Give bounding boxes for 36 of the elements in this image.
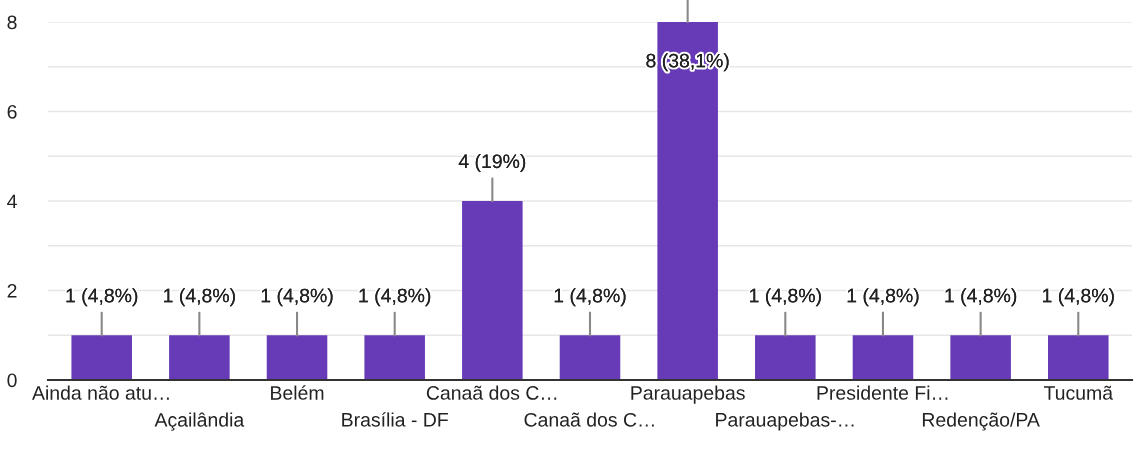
data-label: 1 (4,8%) [554, 288, 626, 307]
x-tick-label: Presidente Fi… [817, 385, 948, 400]
bar [71, 335, 132, 380]
data-label: 1 (4,8%) [164, 288, 235, 307]
x-tick-label: Tucumã [1043, 385, 1114, 400]
data-label: 1 (4,8%) [847, 288, 919, 307]
y-tick-label: 4 [7, 194, 17, 209]
x-tick-label: Canaã dos C… [426, 385, 557, 400]
y-tick-label: 0 [7, 373, 17, 388]
data-label: 1 (4,8%) [945, 288, 1017, 307]
data-label: 1 (4,8%) [261, 288, 333, 307]
bar [1048, 335, 1109, 380]
bar [462, 201, 523, 380]
data-label: 1 (4,8%) [66, 288, 138, 307]
data-label: 4 (19%) [458, 153, 526, 173]
x-tick-label: Redenção/PA [922, 412, 1040, 431]
y-tick-label: 6 [7, 104, 17, 119]
x-tick-label: Ainda não atu… [32, 385, 169, 400]
x-tick-label: Parauapebas [631, 385, 745, 404]
x-tick-label: Belém [271, 385, 324, 400]
x-tick-label: Açailândia [154, 412, 245, 431]
data-label: 1 (4,8%) [359, 288, 431, 307]
bar [755, 335, 816, 380]
x-tick-label: Canaã dos C… [524, 412, 654, 427]
x-tick-label: Parauapebas-… [716, 412, 854, 431]
data-label: 1 (4,8%) [750, 288, 821, 307]
x-tick-label: Brasília - DF [342, 412, 448, 427]
bar [950, 335, 1011, 380]
bar [852, 335, 914, 380]
bar [266, 335, 328, 380]
bar [364, 335, 425, 380]
y-tick-label: 8 [7, 15, 17, 30]
bar [169, 335, 230, 380]
data-label: 1 (4,8%) [1043, 288, 1114, 307]
bar [559, 335, 621, 380]
y-tick-label: 2 [7, 283, 17, 298]
